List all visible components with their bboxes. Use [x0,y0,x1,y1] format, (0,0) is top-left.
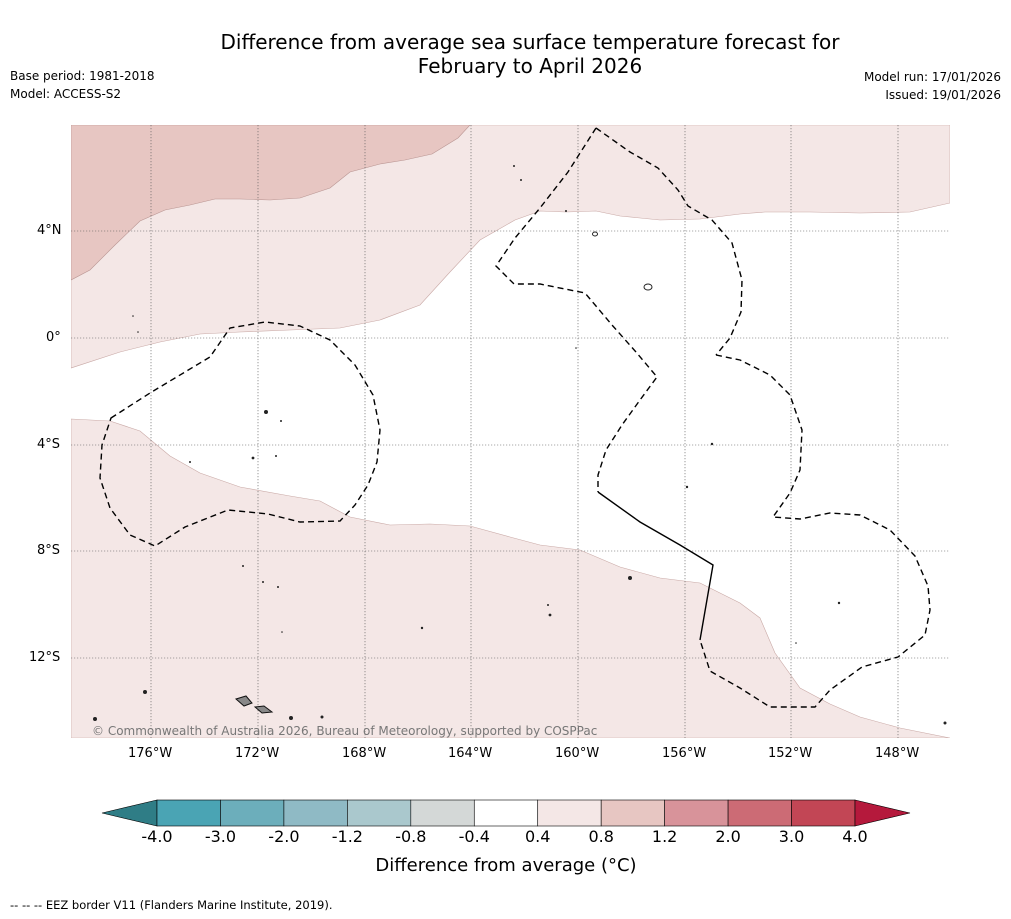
island [137,331,139,333]
lat-label: 4°N [37,223,62,238]
colorbar-segment [156,799,221,827]
island [565,210,567,212]
lon-label: 152°W [768,746,813,761]
colorbar-segment [600,799,665,827]
colorbar-tick-label: 4.0 [842,827,868,846]
island [264,410,268,414]
colorbar-tick-label: 1.2 [651,827,678,846]
colorbar-arrow-high [854,799,911,827]
eez-border-solid [597,491,714,641]
island [289,716,293,720]
island [547,604,549,606]
island [795,642,797,644]
island [548,613,552,617]
colorbar-segment [283,799,348,827]
eez-border-tokelau [99,321,381,547]
colorbar-tick-label: 3.0 [778,827,805,846]
lon-label: 172°W [235,746,280,761]
colorbar-tick-label: -1.2 [331,827,363,846]
lat-label: 8°S [37,543,61,558]
island [242,565,244,567]
island [575,347,577,349]
island [628,576,632,580]
island [277,586,279,588]
island [320,715,324,719]
island-samoa [253,705,274,714]
colorbar-segment [727,799,792,827]
meta-left: Base period: 1981-2018 Model: ACCESS-S2 [10,67,155,103]
island [837,601,841,605]
colorbar-segment [347,799,412,827]
colorbar-tick-label: -4.0 [141,827,173,846]
colorbar-tick-label: 0.8 [588,827,614,846]
island [943,721,947,725]
island [513,165,515,167]
issued-date: Issued: 19/01/2026 [885,88,1001,102]
eez-borders [99,127,931,708]
copyright-notice: © Commonwealth of Australia 2026, Bureau… [92,724,598,738]
colorbar-segment [473,799,539,827]
lon-label: 164°W [448,746,493,761]
lon-label: 148°W [875,746,920,761]
island [520,179,522,181]
colorbar-segment [664,799,729,827]
colorbar-segment [537,799,602,827]
island [710,442,714,446]
islands [93,165,947,725]
base-period: Base period: 1981-2018 [10,69,155,83]
lat-label: 4°S [37,437,61,452]
model-name: Model: ACCESS-S2 [10,87,122,101]
lon-label: 160°W [555,746,600,761]
title-line-1: Difference from average sea surface temp… [220,30,840,54]
colorbar-tick-label: -0.4 [458,827,490,846]
colorbar-tick-label: -2.0 [268,827,300,846]
model-run: Model run: 17/01/2026 [863,70,1001,84]
anomaly-region-northwest [71,125,471,281]
island [132,315,134,317]
colorbar-tick-label: 2.0 [715,827,741,846]
island [93,717,97,721]
eez-footnote: -- -- -- EEZ border V11 (Flanders Marine… [10,898,333,912]
meta-right: Model run: 17/01/2026 Issued: 19/01/2026 [864,68,1001,104]
island-samoa [234,695,253,707]
island [592,231,598,237]
lat-label: 0° [46,330,61,345]
island [262,581,264,583]
colorbar-arrow-low [101,799,158,827]
island [143,690,147,694]
island [685,485,689,489]
lon-label: 176°W [128,746,173,761]
lon-label: 168°W [342,746,387,761]
title-line-2: February to April 2026 [417,54,643,78]
colorbar-tick-label: -3.0 [204,827,237,846]
eez-border-kiribati-west [495,127,658,492]
lat-label: 12°S [29,650,61,665]
island [189,461,191,463]
colorbar-tick-label: 0.4 [524,827,551,846]
colorbar-tick-label: -0.8 [395,827,427,846]
island [275,455,277,457]
colorbar-segment [791,799,856,827]
colorbar-segment [410,799,475,827]
island [420,626,424,630]
island [281,631,283,633]
island [643,283,653,291]
map-title: Difference from average sea surface temp… [170,30,890,78]
graticule [71,125,950,738]
colorbar-title: Difference from average (°C) [375,855,637,876]
island [280,420,282,422]
island [251,456,255,460]
lon-label: 156°W [662,746,707,761]
colorbar [101,799,911,827]
colorbar-segment [220,799,285,827]
eez-border-kiribati-line [595,127,743,356]
